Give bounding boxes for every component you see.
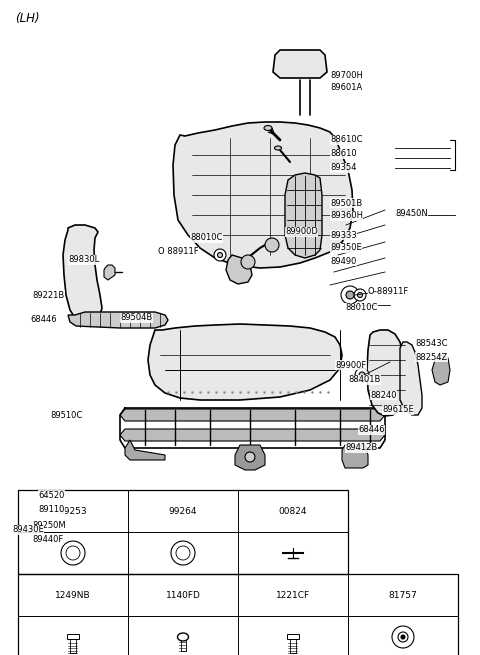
Circle shape — [401, 635, 405, 639]
Bar — [287, 634, 299, 639]
Polygon shape — [226, 255, 252, 284]
Text: 89350E: 89350E — [330, 244, 362, 252]
Polygon shape — [400, 342, 422, 415]
Text: 68446: 68446 — [358, 426, 384, 434]
Text: 89354: 89354 — [330, 164, 357, 172]
Bar — [18, 574, 458, 655]
Text: 1140FD: 1140FD — [166, 591, 201, 599]
Circle shape — [398, 632, 408, 642]
Text: 88610C: 88610C — [330, 136, 362, 145]
Text: 88254Z: 88254Z — [415, 352, 447, 362]
Text: 89333: 89333 — [330, 231, 357, 240]
Text: 1249NB: 1249NB — [55, 591, 91, 599]
Bar — [70, 637, 76, 653]
Text: 89900F: 89900F — [335, 360, 366, 369]
Text: O-88911F: O-88911F — [368, 288, 409, 297]
Circle shape — [171, 541, 195, 565]
Circle shape — [217, 252, 223, 257]
Polygon shape — [148, 324, 342, 400]
Ellipse shape — [275, 146, 281, 150]
Polygon shape — [432, 355, 450, 385]
Text: 89360H: 89360H — [330, 212, 363, 221]
Text: 89110: 89110 — [38, 506, 64, 514]
Text: 00824: 00824 — [279, 506, 307, 515]
Circle shape — [346, 291, 354, 299]
Circle shape — [355, 368, 369, 382]
Text: 89450N: 89450N — [395, 208, 428, 217]
Text: (LH): (LH) — [15, 12, 40, 25]
Circle shape — [354, 289, 366, 301]
Text: 89501B: 89501B — [330, 198, 362, 208]
Polygon shape — [342, 445, 368, 468]
Circle shape — [265, 238, 279, 252]
Text: 89601A: 89601A — [330, 83, 362, 92]
Text: 88610: 88610 — [330, 149, 357, 159]
Polygon shape — [285, 173, 322, 258]
Circle shape — [358, 293, 362, 297]
Text: 89221B: 89221B — [32, 291, 64, 299]
Text: 68446: 68446 — [30, 316, 57, 324]
Circle shape — [392, 626, 414, 648]
Circle shape — [214, 249, 226, 261]
Text: 89412B: 89412B — [345, 443, 377, 453]
Text: 89615E: 89615E — [382, 405, 414, 415]
Bar — [67, 634, 79, 639]
Text: 64520: 64520 — [38, 491, 64, 500]
Polygon shape — [120, 429, 385, 441]
Bar — [290, 637, 296, 653]
Text: 89700H: 89700H — [330, 71, 363, 79]
Polygon shape — [120, 409, 385, 421]
Polygon shape — [235, 445, 265, 470]
Text: 88401B: 88401B — [348, 375, 380, 384]
Polygon shape — [68, 312, 168, 328]
Text: 88010C: 88010C — [190, 233, 222, 242]
Text: 89440F: 89440F — [32, 536, 63, 544]
Text: 89504B: 89504B — [120, 314, 152, 322]
Text: 88010C: 88010C — [345, 303, 377, 312]
Polygon shape — [104, 265, 115, 280]
Text: 89250M: 89250M — [32, 521, 66, 529]
Circle shape — [359, 372, 365, 378]
Bar — [18, 490, 348, 574]
Text: 88240: 88240 — [370, 390, 396, 400]
Text: 89510C: 89510C — [50, 411, 82, 419]
Polygon shape — [63, 225, 102, 323]
Polygon shape — [273, 50, 327, 78]
Text: 89900D: 89900D — [285, 227, 318, 236]
Text: O 88911F: O 88911F — [158, 248, 199, 257]
Text: 89490: 89490 — [330, 257, 356, 265]
Ellipse shape — [178, 633, 189, 641]
Polygon shape — [173, 122, 353, 268]
Text: 1221CF: 1221CF — [276, 591, 310, 599]
Ellipse shape — [264, 126, 272, 130]
Text: 89830L: 89830L — [68, 255, 99, 265]
Circle shape — [341, 286, 359, 304]
Polygon shape — [125, 440, 165, 460]
Circle shape — [61, 541, 85, 565]
Text: 99264: 99264 — [169, 506, 197, 515]
Text: 88543C: 88543C — [415, 339, 447, 348]
Bar — [180, 637, 185, 651]
Circle shape — [176, 546, 190, 560]
Circle shape — [245, 452, 255, 462]
Polygon shape — [367, 330, 406, 416]
Text: 81757: 81757 — [389, 591, 418, 599]
Circle shape — [66, 546, 80, 560]
Text: 89430E: 89430E — [12, 525, 44, 534]
Circle shape — [241, 255, 255, 269]
Text: 99253: 99253 — [59, 506, 87, 515]
